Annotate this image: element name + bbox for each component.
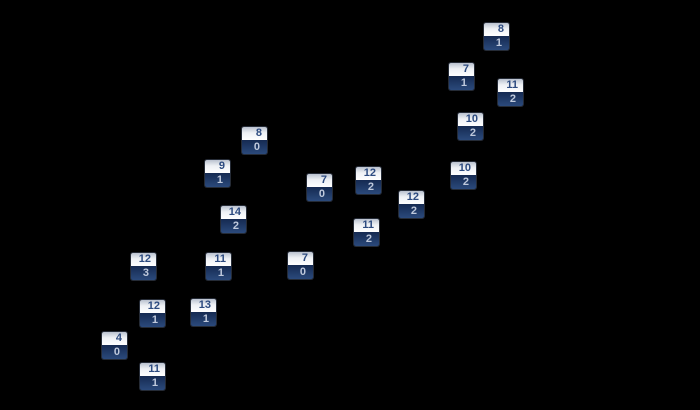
data-point-bottom-value: 1 — [140, 313, 165, 327]
data-point-marker[interactable]: 4 0 — [102, 332, 127, 359]
data-point-marker[interactable]: 11 1 — [140, 363, 165, 390]
data-point-marker[interactable]: 12 3 — [131, 253, 156, 280]
data-point-marker[interactable]: 12 2 — [399, 191, 424, 218]
data-point-marker[interactable]: 10 2 — [451, 162, 476, 189]
data-point-top-value: 11 — [354, 219, 379, 232]
data-point-top-value: 11 — [498, 79, 523, 92]
data-point-marker[interactable]: 11 2 — [498, 79, 523, 106]
data-point-marker[interactable]: 13 1 — [191, 299, 216, 326]
data-point-marker[interactable]: 7 0 — [288, 252, 313, 279]
data-point-marker[interactable]: 7 0 — [307, 174, 332, 201]
data-point-marker[interactable]: 11 2 — [354, 219, 379, 246]
data-point-marker[interactable]: 14 2 — [221, 206, 246, 233]
data-point-bottom-value: 0 — [307, 187, 332, 201]
data-point-marker[interactable]: 8 0 — [242, 127, 267, 154]
data-point-bottom-value: 1 — [484, 36, 509, 50]
data-point-top-value: 8 — [242, 127, 267, 140]
data-point-bottom-value: 1 — [140, 376, 165, 390]
data-point-bottom-value: 2 — [451, 175, 476, 189]
data-point-marker[interactable]: 10 2 — [458, 113, 483, 140]
data-point-top-value: 4 — [102, 332, 127, 345]
data-point-bottom-value: 2 — [356, 180, 381, 194]
data-point-top-value: 7 — [449, 63, 474, 76]
data-point-top-value: 13 — [191, 299, 216, 312]
data-point-top-value: 10 — [451, 162, 476, 175]
data-point-top-value: 11 — [140, 363, 165, 376]
data-point-bottom-value: 0 — [288, 265, 313, 279]
data-point-top-value: 12 — [140, 300, 165, 313]
data-point-bottom-value: 1 — [205, 173, 230, 187]
data-point-bottom-value: 2 — [354, 232, 379, 246]
data-point-top-value: 8 — [484, 23, 509, 36]
data-point-top-value: 14 — [221, 206, 246, 219]
data-point-bottom-value: 1 — [191, 312, 216, 326]
data-point-marker[interactable]: 12 2 — [356, 167, 381, 194]
data-point-top-value: 12 — [356, 167, 381, 180]
data-point-bottom-value: 2 — [399, 204, 424, 218]
data-point-marker[interactable]: 7 1 — [449, 63, 474, 90]
data-point-bottom-value: 2 — [498, 92, 523, 106]
data-point-bottom-value: 0 — [102, 345, 127, 359]
data-point-marker[interactable]: 8 1 — [484, 23, 509, 50]
data-point-top-value: 7 — [288, 252, 313, 265]
data-point-top-value: 11 — [206, 253, 231, 266]
data-point-bottom-value: 1 — [449, 76, 474, 90]
data-point-bottom-value: 2 — [221, 219, 246, 233]
data-point-top-value: 12 — [399, 191, 424, 204]
data-point-marker[interactable]: 11 1 — [206, 253, 231, 280]
data-point-marker[interactable]: 9 1 — [205, 160, 230, 187]
data-point-top-value: 10 — [458, 113, 483, 126]
data-point-bottom-value: 0 — [242, 140, 267, 154]
data-point-top-value: 7 — [307, 174, 332, 187]
data-point-top-value: 12 — [131, 253, 156, 266]
data-point-marker[interactable]: 12 1 — [140, 300, 165, 327]
data-point-bottom-value: 3 — [131, 266, 156, 280]
data-point-bottom-value: 2 — [458, 126, 483, 140]
data-point-top-value: 9 — [205, 160, 230, 173]
data-point-bottom-value: 1 — [206, 266, 231, 280]
